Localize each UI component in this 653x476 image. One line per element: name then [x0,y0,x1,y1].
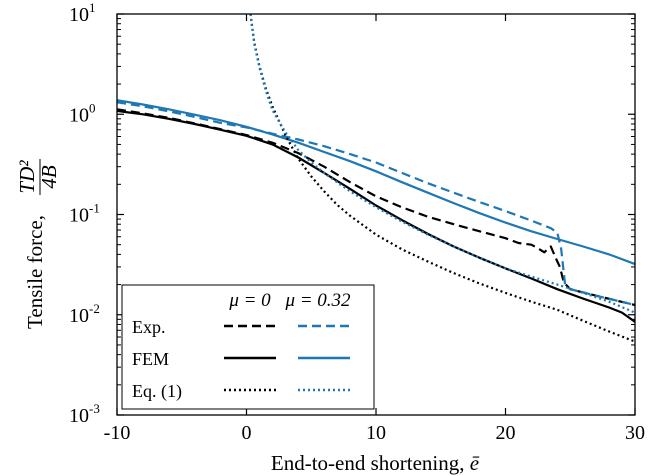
legend-header-mu0: μ = 0 [228,290,271,311]
y-tick-label: 10-2 [69,301,100,327]
series-line-fem-mu0 [117,109,635,323]
y-tick-label: 100 [69,100,96,126]
legend-label-eq1: Eq. (1) [132,381,182,402]
y-axis-label: Tensile force, TD² 4B [15,159,61,329]
x-tick-label: 10 [366,422,386,444]
y-axis-fraction-denominator: 4B [37,165,61,189]
legend: μ = 0 μ = 0.32 Exp. FEM Eq. (1) [121,284,375,410]
series-line-exp-mu032 [117,101,635,307]
x-tick-label: -10 [104,422,131,444]
legend-frame [121,284,375,410]
x-tick-label: 20 [496,422,516,444]
x-axis-label: End-to-end shortening, ē [271,451,480,475]
y-axis-label-text: Tensile force, [23,215,47,329]
x-tick-label: 0 [242,422,252,444]
legend-label-exp: Exp. [132,317,166,337]
ticks-layer: -10 0 10 20 30 10-3 10-2 10-1 100 101 [69,0,645,444]
legend-swatches [224,324,350,392]
y-tick-label: 10-1 [69,201,100,227]
legend-label-fem: FEM [132,349,169,369]
legend-header-mu032: μ = 0.32 [284,290,351,311]
y-tick-label: 10-3 [69,401,100,427]
x-tick-label: 30 [625,422,645,444]
series-line-fem-mu032 [117,99,635,266]
x-axis-label-text: End-to-end shortening, [271,451,470,475]
series-layer [117,14,635,343]
y-axis-fraction-numerator: TD² [15,160,39,194]
x-axis-symbol: ē [470,451,480,475]
y-tick-label: 101 [69,0,96,26]
series-line-exp-mu0 [117,108,635,307]
